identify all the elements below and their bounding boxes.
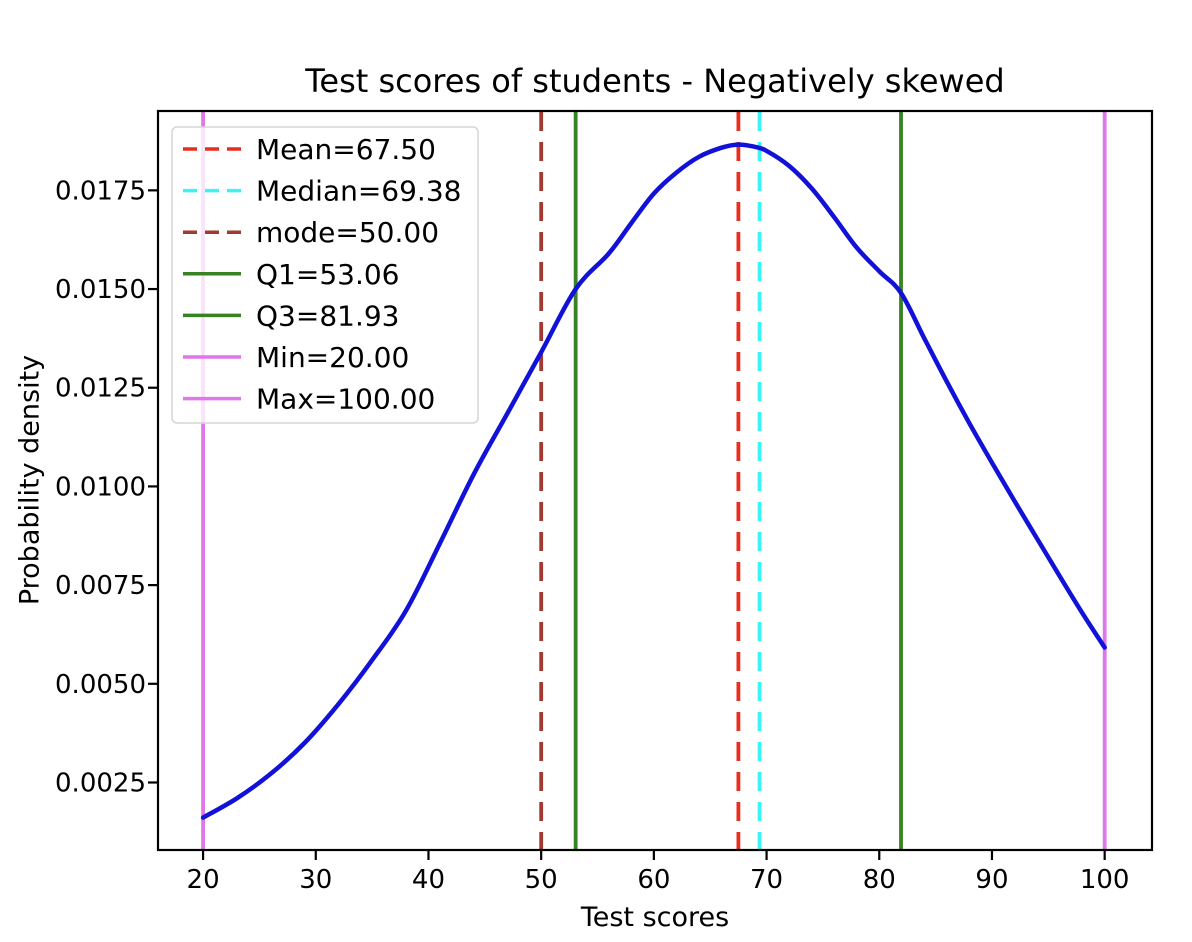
x-tick-label: 90	[975, 865, 1008, 895]
x-tick-label: 20	[187, 865, 220, 895]
legend-label-max: Max=100.00	[256, 383, 435, 416]
legend-label-mode: mode=50.00	[256, 216, 439, 249]
x-tick-label: 60	[637, 865, 670, 895]
x-axis-label: Test scores	[580, 902, 730, 933]
legend-label-median: Median=69.38	[256, 175, 461, 208]
x-tick-label: 70	[750, 865, 783, 895]
y-tick-label: 0.0100	[55, 472, 146, 502]
legend-label-min: Min=20.00	[256, 341, 409, 374]
x-tick-label: 50	[525, 865, 558, 895]
legend-box	[171, 126, 479, 424]
density-curve	[200, 142, 1107, 820]
y-tick-label: 0.0075	[55, 571, 146, 601]
legend-label-q1: Q1=53.06	[256, 258, 399, 291]
y-tick-label: 0.0125	[55, 374, 146, 404]
x-tick-label: 30	[299, 865, 332, 895]
x-tick-label: 80	[863, 865, 896, 895]
y-tick-label: 0.0050	[55, 670, 146, 700]
x-tick-label: 100	[1080, 865, 1130, 895]
legend-label-q3: Q3=81.93	[256, 299, 399, 332]
y-tick-label: 0.0175	[55, 176, 146, 206]
y-tick-label: 0.0025	[55, 768, 146, 798]
legend-label-mean: Mean=67.50	[256, 133, 436, 166]
y-tick-label: 0.0150	[55, 275, 146, 305]
chart-title: Test scores of students - Negatively ske…	[305, 62, 1005, 100]
x-tick-label: 40	[412, 865, 445, 895]
axes-border	[156, 109, 1154, 852]
